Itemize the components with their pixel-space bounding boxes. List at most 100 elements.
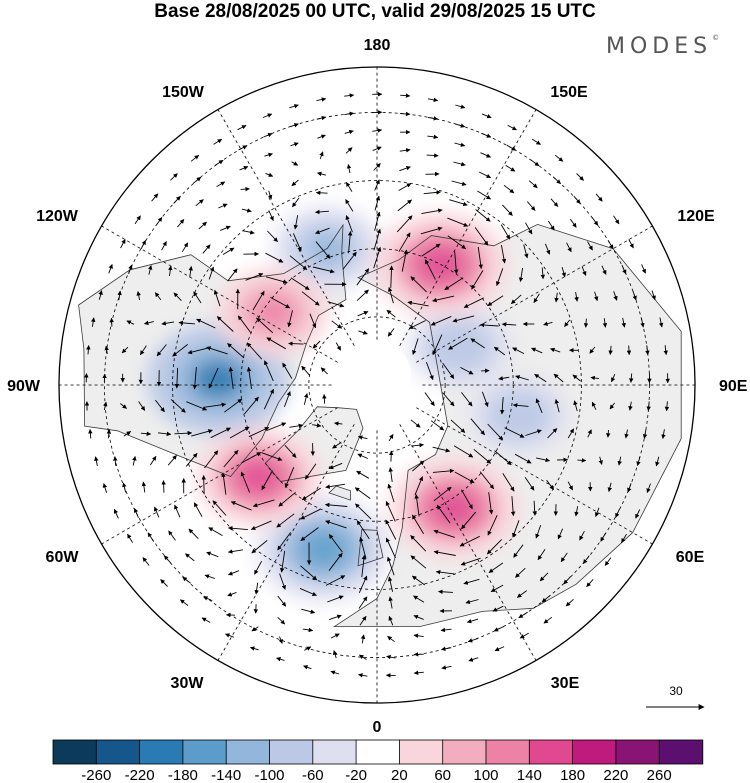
wind-vector bbox=[452, 315, 475, 323]
wind-vector bbox=[287, 310, 293, 328]
wind-vector bbox=[347, 230, 353, 254]
wind-vector bbox=[204, 574, 216, 579]
wind-vector bbox=[216, 316, 234, 332]
wind-vector bbox=[372, 110, 383, 115]
wind-vector bbox=[213, 289, 221, 307]
wind-vector bbox=[359, 615, 367, 626]
wind-vector bbox=[413, 670, 424, 676]
wind-vector bbox=[373, 163, 381, 171]
colorbar: -260 -220 -180 -140 -100 -60 -20 20 60 100 140 180 2… bbox=[52, 739, 704, 783]
wind-vector bbox=[480, 152, 492, 158]
wind-vector bbox=[532, 500, 537, 516]
wind-vector bbox=[229, 426, 250, 439]
wind-vector bbox=[103, 401, 108, 411]
wind-vector bbox=[602, 318, 608, 328]
wind-vector bbox=[465, 599, 479, 605]
wind-vector bbox=[278, 636, 283, 644]
wind-vector bbox=[525, 222, 533, 235]
wind-vector bbox=[279, 573, 286, 590]
lon-label-60w: 60W bbox=[46, 549, 80, 566]
wind-vector bbox=[223, 449, 239, 468]
wind-vector bbox=[664, 401, 670, 412]
wind-vector bbox=[430, 315, 452, 326]
wind-vector bbox=[593, 291, 599, 302]
wind-vector bbox=[442, 392, 455, 407]
lon-label-120w: 120W bbox=[36, 208, 79, 225]
wind-vector bbox=[386, 654, 396, 660]
wind-vector bbox=[312, 423, 322, 428]
wind-vector bbox=[459, 535, 480, 547]
wind-vector bbox=[224, 633, 234, 638]
wind-vector bbox=[266, 422, 287, 431]
wind-vector bbox=[328, 552, 343, 571]
wind-vector bbox=[245, 272, 264, 281]
wind-vector bbox=[583, 318, 589, 328]
wind-vector bbox=[487, 515, 498, 536]
wind-vector bbox=[516, 590, 527, 598]
latitude-circle bbox=[104, 112, 650, 658]
wind-vector bbox=[356, 289, 369, 301]
wind-vector bbox=[621, 533, 627, 543]
wind-vector bbox=[163, 555, 172, 564]
coastline bbox=[264, 406, 364, 482]
wind-vector bbox=[427, 116, 439, 121]
wind-vector bbox=[396, 215, 413, 233]
wind-vector bbox=[582, 555, 590, 564]
colorbar-segment bbox=[312, 739, 357, 765]
wind-vector bbox=[454, 123, 466, 128]
wind-vector bbox=[658, 317, 664, 328]
wind-vector bbox=[206, 346, 228, 355]
wind-vector bbox=[573, 195, 581, 204]
wind-vector bbox=[113, 508, 119, 519]
wind-vector-layer bbox=[84, 91, 670, 678]
wind-vector bbox=[132, 455, 137, 466]
wind-vector bbox=[325, 483, 345, 489]
wind-vector bbox=[600, 532, 606, 542]
wind-vector bbox=[98, 290, 103, 300]
wind-vector bbox=[512, 403, 529, 408]
wind-vector bbox=[591, 217, 599, 226]
wind-vector bbox=[475, 209, 491, 222]
wind-vector bbox=[291, 179, 299, 187]
wind-vector bbox=[607, 240, 614, 250]
wind-vector bbox=[192, 367, 198, 390]
colorbar-segment bbox=[485, 739, 530, 765]
wind-vector bbox=[244, 396, 259, 415]
wind-vector bbox=[494, 646, 505, 652]
coastline bbox=[333, 223, 682, 627]
wind-vector bbox=[629, 373, 634, 383]
wind-vector bbox=[519, 632, 529, 639]
wind-vector bbox=[581, 266, 587, 276]
wind-vector bbox=[553, 373, 564, 383]
wind-vector bbox=[565, 598, 574, 607]
wind-vector bbox=[515, 375, 529, 381]
wind-vector bbox=[238, 145, 248, 151]
wind-vector bbox=[357, 311, 369, 317]
wind-vector bbox=[500, 245, 507, 264]
wind-vector bbox=[387, 328, 395, 337]
wind-vector bbox=[170, 399, 186, 413]
wind-vector bbox=[615, 508, 621, 518]
wind-vector bbox=[536, 457, 551, 463]
land-mass bbox=[329, 486, 351, 501]
wind-vector bbox=[277, 616, 286, 625]
wind-vector bbox=[155, 399, 165, 413]
wind-vector bbox=[150, 455, 157, 466]
wind-vector bbox=[430, 420, 445, 431]
wind-vector bbox=[589, 346, 596, 354]
wind-vector bbox=[86, 345, 91, 355]
wind-vector bbox=[595, 193, 603, 202]
wind-vector bbox=[327, 595, 344, 603]
wind-vector bbox=[655, 456, 660, 467]
anomaly-high-labrador bbox=[195, 427, 322, 527]
wind-vector bbox=[168, 265, 173, 276]
wind-vector bbox=[460, 557, 481, 566]
wind-vector bbox=[174, 430, 193, 436]
wind-vector bbox=[386, 309, 396, 318]
wind-vector bbox=[450, 419, 466, 433]
wind-vector bbox=[252, 499, 275, 508]
wind-vector bbox=[453, 251, 459, 275]
wind-vector bbox=[412, 338, 419, 355]
wind-vector bbox=[567, 481, 573, 491]
wind-vector bbox=[577, 458, 587, 463]
